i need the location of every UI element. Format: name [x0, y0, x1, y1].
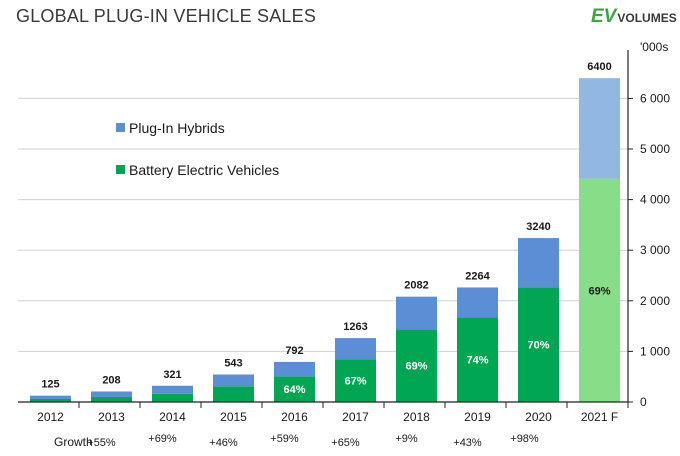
page-title: GLOBAL PLUG-IN VEHICLE SALES	[16, 6, 317, 26]
bev-share-label: 69%	[588, 285, 610, 297]
total-label: 543	[224, 358, 242, 370]
y-tick-label: 4 000	[640, 193, 670, 207]
logo-volumes: VOLUMES	[617, 11, 677, 25]
bar-bev	[274, 376, 315, 402]
y-tick-label: 0	[640, 395, 647, 409]
legend-swatch-phev	[116, 123, 125, 132]
total-label: 1263	[343, 321, 367, 333]
bar-bev	[91, 396, 132, 402]
bar-bev	[518, 287, 559, 402]
growth-label: Growth	[54, 435, 93, 449]
total-label: 321	[163, 369, 181, 381]
total-label: 6400	[587, 61, 611, 73]
y-tick-label: 3 000	[640, 243, 670, 257]
growth-row: Growth +55% +69% +46% +59% +65% +9% +43% +98%	[54, 433, 539, 449]
bar-phev	[91, 391, 132, 397]
total-label: 792	[285, 345, 303, 357]
x-tick-label: 2014	[159, 410, 186, 424]
x-tick-label: 2016	[281, 410, 308, 424]
x-tick-label: 2012	[37, 410, 64, 424]
legend-swatch-bev	[116, 165, 125, 174]
bar-phev	[518, 238, 559, 288]
x-tick-label: 2020	[525, 410, 552, 424]
y-tick-label: 1 000	[640, 344, 670, 358]
logo-ev: EV	[591, 6, 617, 27]
bev-share-label: 70%	[527, 340, 549, 352]
growth-value: +55%	[87, 437, 116, 449]
y-axis-unit-label: '000s	[640, 40, 668, 54]
x-tick-label: 2013	[98, 410, 125, 424]
bar-bev	[152, 393, 193, 402]
legend: Plug-In Hybrids Battery Electric Vehicle…	[116, 120, 279, 178]
bar-phev	[396, 296, 437, 330]
bar-phev	[30, 395, 71, 399]
bar-bev	[579, 178, 620, 402]
growth-value: +59%	[270, 433, 299, 445]
bar-phev	[579, 78, 620, 179]
total-label: 3240	[526, 221, 550, 233]
x-tick-label: 2018	[403, 410, 430, 424]
total-label: 2082	[404, 280, 428, 292]
growth-value: +69%	[148, 433, 177, 445]
bev-share-label: 74%	[466, 355, 488, 367]
bev-share-label: 64%	[283, 384, 305, 396]
gridlines	[18, 97, 628, 352]
x-tick-label: 2015	[220, 410, 247, 424]
growth-value: +9%	[395, 433, 418, 445]
y-tick-label: 2 000	[640, 294, 670, 308]
bar-phev	[274, 361, 315, 377]
growth-value: +98%	[510, 433, 539, 445]
bev-share-label: 67%	[344, 376, 366, 388]
growth-value: +65%	[331, 437, 360, 449]
x-tick-label: 2021 F	[581, 410, 618, 424]
x-tick-label: 2019	[464, 410, 491, 424]
ev-volumes-logo: EVVOLUMES	[591, 6, 677, 28]
x-tick-label: 2017	[342, 410, 369, 424]
bar-bev	[396, 329, 437, 402]
bar-phev	[213, 374, 254, 387]
total-label: 125	[41, 379, 59, 391]
y-tick-label: 6 000	[640, 91, 670, 105]
bar-phev	[152, 385, 193, 394]
y-axis-ticks: 0 1 000 2 000 3 000 4 000 5 000 6 000	[628, 91, 670, 409]
x-axis-ticks: 2012 2013 2014 2015 2016 2017 2018 2019 2020 2021…	[37, 402, 629, 424]
legend-label-phev: Plug-In Hybrids	[129, 120, 225, 136]
bev-share-label: 69%	[405, 361, 427, 373]
total-label: 208	[102, 374, 120, 386]
bar-phev	[457, 287, 498, 318]
data-labels: 125 208 321 543 792 64% 1263 67% 2082 69% 2264 74% 3…	[41, 61, 611, 396]
y-tick-label: 5 000	[640, 142, 670, 156]
bars	[30, 78, 620, 402]
growth-value: +43%	[453, 437, 482, 449]
bar-bev	[213, 386, 254, 402]
legend-label-bev: Battery Electric Vehicles	[129, 162, 279, 178]
bar-bev	[30, 398, 71, 402]
bar-bev	[457, 317, 498, 402]
bar-phev	[335, 338, 376, 360]
total-label: 2264	[465, 270, 490, 282]
bar-bev	[335, 359, 376, 402]
growth-value: +46%	[209, 437, 238, 449]
